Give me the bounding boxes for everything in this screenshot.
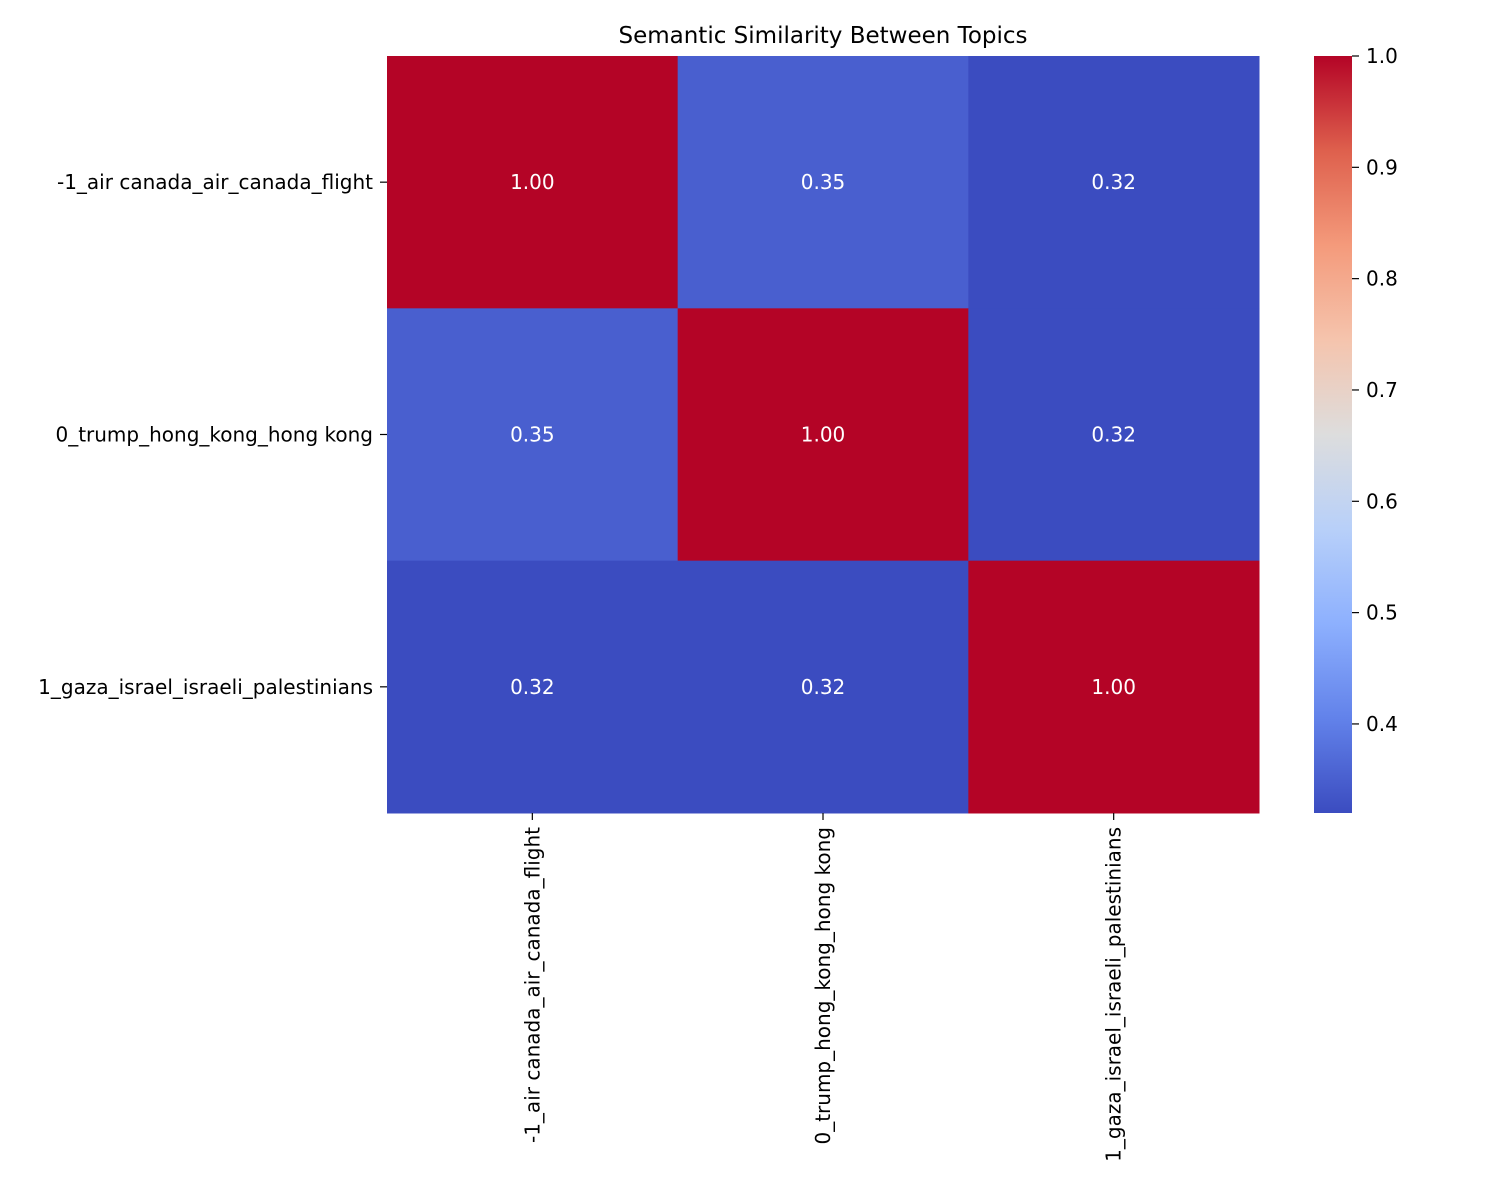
heatmap-cell	[677, 56, 969, 309]
cell-annotations: 1.00 0.35 0.32 0.35 1.00 0.32 0.32 0.32 1.00	[510, 170, 1136, 699]
cell-annotation: 1.00	[801, 422, 846, 446]
chart-title: Semantic Similarity Between Topics	[618, 23, 1027, 49]
heatmap-cell	[677, 560, 969, 814]
colorbar-tick-label: 0.9	[1366, 155, 1398, 179]
colorbar-gradient	[1314, 56, 1352, 813]
cell-annotation: 1.00	[1091, 675, 1136, 699]
heatmap-cell	[968, 308, 1260, 562]
heatmap-cell	[387, 308, 679, 562]
colorbar-tick-label: 0.6	[1366, 489, 1398, 513]
cell-annotation: 0.32	[1091, 170, 1136, 194]
y-tick-labels: -1_air canada_air_canada_flight 0_trump_h…	[38, 170, 387, 699]
cell-annotation: 0.35	[801, 170, 846, 194]
colorbar: 0.4 0.5 0.6 0.7 0.8 0.9 1.0	[1314, 44, 1398, 813]
colorbar-tick-label: 0.5	[1366, 601, 1398, 625]
x-tick-label: 0_trump_hong_kong_hong kong	[811, 827, 835, 1145]
colorbar-tick-label: 0.7	[1366, 378, 1398, 402]
heatmap-cell	[387, 56, 679, 309]
colorbar-tick-label: 0.8	[1366, 267, 1398, 291]
cell-annotation: 0.32	[510, 675, 555, 699]
heatmap-cells	[387, 56, 1260, 814]
cell-annotation: 0.35	[510, 422, 555, 446]
heatmap-cell	[387, 560, 679, 814]
colorbar-tick-label: 0.4	[1366, 712, 1398, 736]
x-tick-labels: -1_air canada_air_canada_flight 0_trump_h…	[520, 812, 1126, 1162]
heatmap-cell	[968, 56, 1260, 309]
x-tick-label: 1_gaza_israel_israeli_palestinians	[1102, 827, 1126, 1162]
y-tick-label: 0_trump_hong_kong_hong kong	[55, 422, 373, 446]
cell-annotation: 0.32	[1091, 422, 1136, 446]
colorbar-tick-label: 1.0	[1366, 44, 1398, 68]
cell-annotation: 1.00	[510, 170, 555, 194]
y-tick-label: -1_air canada_air_canada_flight	[57, 170, 373, 194]
x-tick-label: -1_air canada_air_canada_flight	[520, 827, 544, 1143]
cell-annotation: 0.32	[801, 675, 846, 699]
heatmap-cell	[968, 560, 1260, 814]
y-tick-label: 1_gaza_israel_israeli_palestinians	[38, 675, 373, 699]
heatmap-cell	[677, 308, 969, 562]
